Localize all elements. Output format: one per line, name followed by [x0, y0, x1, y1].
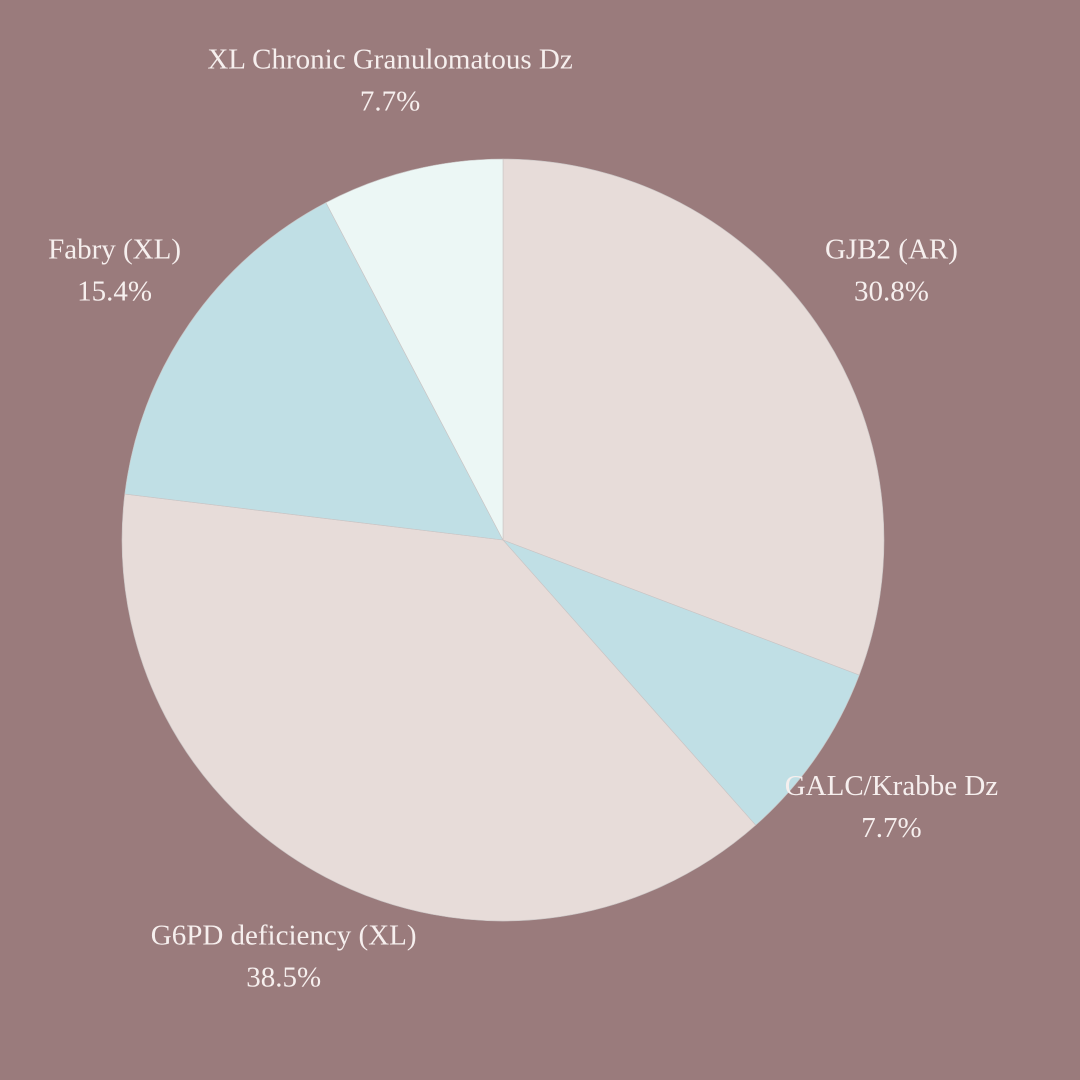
slice-label: XL Chronic Granulomatous Dz	[207, 43, 573, 75]
slice-label: G6PD deficiency (XL)	[151, 920, 417, 952]
pie-slice	[502, 158, 885, 676]
slice-label: GJB2 (AR)	[825, 234, 958, 266]
slice-value-label: 7.7%	[360, 85, 420, 117]
slice-value-label: 38.5%	[246, 962, 321, 994]
slice-value-label: 7.7%	[861, 812, 921, 844]
pie-slice	[502, 539, 860, 826]
slice-label: Fabry (XL)	[48, 234, 181, 266]
pie-slice	[124, 202, 504, 541]
pie-slice	[325, 158, 504, 541]
slice-value-label: 15.4%	[77, 276, 152, 308]
slice-value-label: 30.8%	[854, 276, 929, 308]
slice-label: GALC/Krabbe Dz	[785, 770, 999, 802]
pie-slice	[121, 493, 757, 922]
